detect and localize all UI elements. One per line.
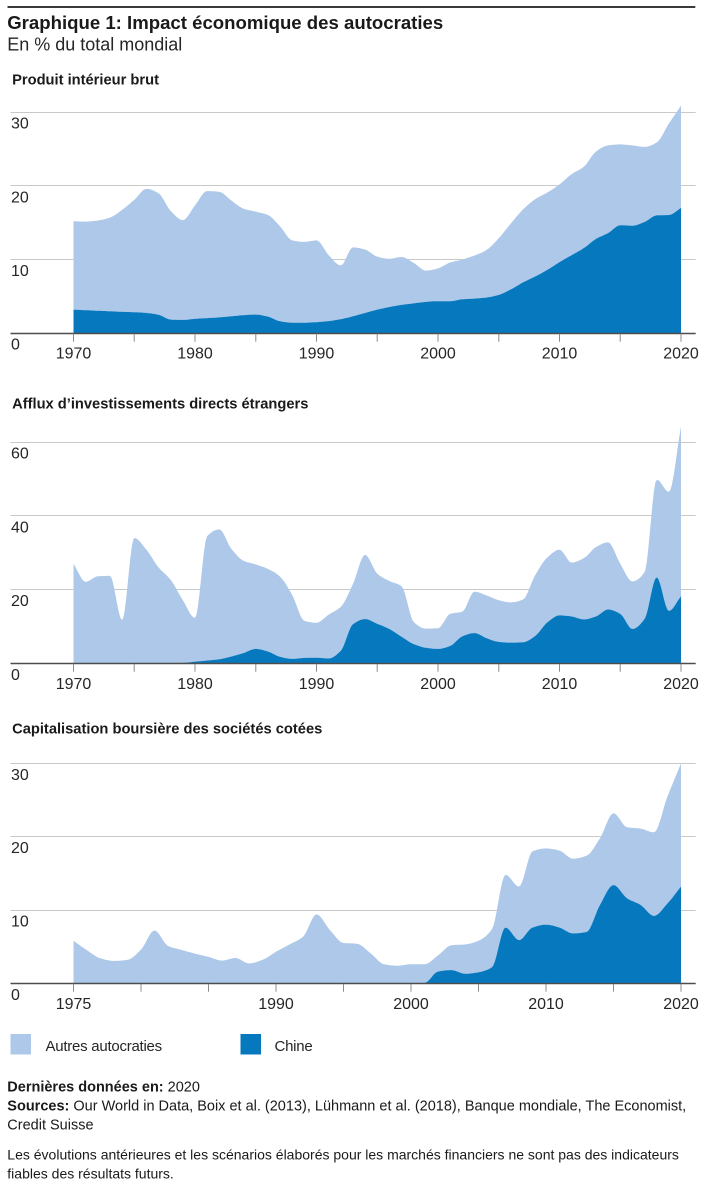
svg-text:fiables des résultats futurs.: fiables des résultats futurs. bbox=[7, 1166, 174, 1182]
svg-text:30: 30 bbox=[11, 767, 29, 784]
svg-text:Produit intérieur brut: Produit intérieur brut bbox=[12, 72, 159, 88]
svg-text:2000: 2000 bbox=[420, 676, 456, 693]
svg-text:30: 30 bbox=[11, 116, 29, 133]
svg-text:Autres autocraties: Autres autocraties bbox=[46, 1038, 162, 1055]
svg-text:0: 0 bbox=[11, 667, 20, 684]
svg-text:0: 0 bbox=[11, 987, 20, 1004]
svg-text:1970: 1970 bbox=[56, 676, 92, 693]
svg-text:2010: 2010 bbox=[542, 676, 578, 693]
svg-text:1975: 1975 bbox=[56, 996, 92, 1013]
svg-text:2010: 2010 bbox=[542, 346, 578, 363]
svg-text:Dernières données en: 2020: Dernières données en: 2020 bbox=[7, 1080, 200, 1096]
svg-text:1980: 1980 bbox=[177, 676, 213, 693]
svg-text:20: 20 bbox=[11, 593, 29, 610]
svg-text:1990: 1990 bbox=[258, 996, 294, 1013]
svg-text:Credit Suisse: Credit Suisse bbox=[7, 1118, 93, 1134]
svg-text:2000: 2000 bbox=[393, 996, 429, 1013]
svg-text:1970: 1970 bbox=[56, 346, 92, 363]
svg-text:0: 0 bbox=[11, 337, 20, 354]
svg-text:Afflux d’investissements direc: Afflux d’investissements directs étrange… bbox=[12, 397, 308, 413]
svg-text:En % du total mondial: En % du total mondial bbox=[7, 34, 182, 54]
svg-text:Capitalisation boursière des s: Capitalisation boursière des sociétés co… bbox=[12, 722, 322, 738]
svg-text:Sources: Our World in Data, Bo: Sources: Our World in Data, Boix et al. … bbox=[7, 1099, 686, 1115]
svg-text:2020: 2020 bbox=[663, 996, 699, 1013]
svg-text:Les évolutions antérieures et: Les évolutions antérieures et les scénar… bbox=[7, 1147, 679, 1163]
svg-text:20: 20 bbox=[11, 840, 29, 857]
svg-text:2020: 2020 bbox=[663, 676, 699, 693]
svg-text:1990: 1990 bbox=[299, 346, 335, 363]
svg-text:2020: 2020 bbox=[663, 346, 699, 363]
svg-text:Chine: Chine bbox=[275, 1038, 313, 1055]
svg-text:Graphique 1: Impact économique: Graphique 1: Impact économique des autoc… bbox=[7, 12, 443, 33]
svg-text:2000: 2000 bbox=[420, 346, 456, 363]
svg-text:10: 10 bbox=[11, 263, 29, 280]
svg-text:1980: 1980 bbox=[177, 346, 213, 363]
svg-text:20: 20 bbox=[11, 189, 29, 206]
svg-text:60: 60 bbox=[11, 446, 29, 463]
svg-text:1990: 1990 bbox=[299, 676, 335, 693]
svg-text:2010: 2010 bbox=[528, 996, 564, 1013]
svg-text:40: 40 bbox=[11, 519, 29, 536]
svg-text:10: 10 bbox=[11, 914, 29, 931]
